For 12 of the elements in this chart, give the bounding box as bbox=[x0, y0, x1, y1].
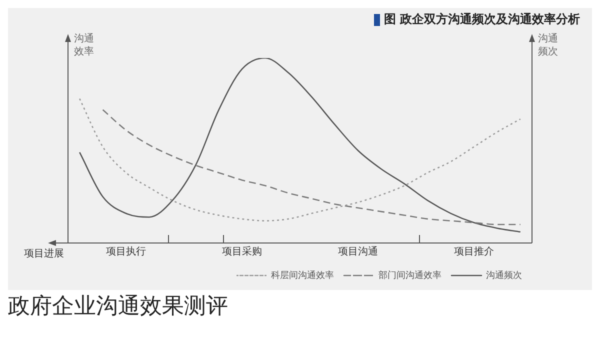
x-tick-label: 项目执行 bbox=[106, 246, 146, 258]
legend-label: 部门间沟通效率 bbox=[378, 270, 442, 281]
x-tick-label: 项目沟通 bbox=[338, 246, 378, 258]
legend-label: 科层间沟通效率 bbox=[271, 270, 334, 281]
x-tick-label: 项目采购 bbox=[222, 246, 262, 258]
chart-title: 图 政企双方沟通频次及沟通效率分析 bbox=[384, 12, 580, 26]
y-axis-title: 沟通效率 bbox=[74, 32, 94, 58]
x-axis-title: 项目进展 bbox=[24, 248, 64, 260]
legend-label: 沟通频次 bbox=[486, 270, 522, 281]
x-tick-label: 项目推介 bbox=[454, 246, 494, 258]
y2-axis-title: 沟通频次 bbox=[538, 32, 558, 58]
text: 政府企业沟通效果测评 bbox=[8, 290, 592, 322]
